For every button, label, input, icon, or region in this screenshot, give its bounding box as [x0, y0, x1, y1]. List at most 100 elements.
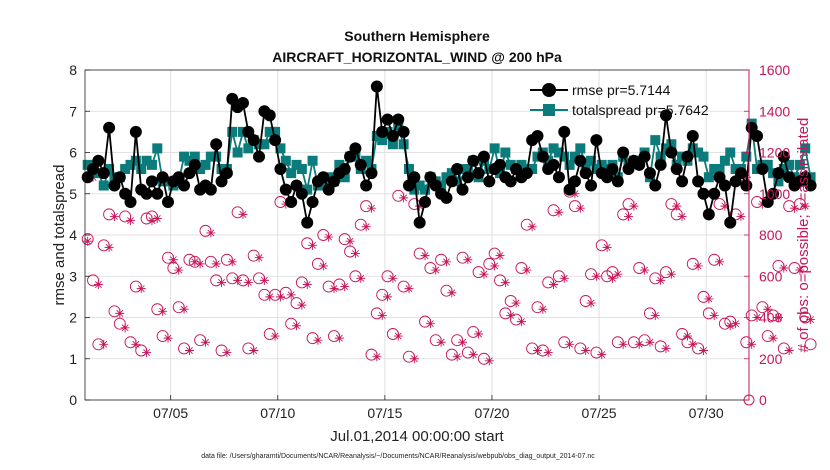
obs-assimilated-point	[698, 346, 708, 355]
totalspread-point	[741, 151, 752, 162]
obs-assimilated-point	[227, 257, 237, 267]
rmse-point	[568, 175, 581, 188]
obs-assimilated-point	[168, 255, 178, 265]
obs-assimilated-point	[195, 259, 205, 269]
totalspread-point	[120, 164, 131, 174]
obs-possible-point	[804, 338, 817, 351]
totalspread-point	[773, 176, 784, 187]
obs-assimilated-point	[83, 236, 93, 246]
rmse-point	[349, 142, 362, 155]
totalspread-point	[725, 147, 736, 158]
rmse-point	[445, 175, 458, 188]
y-left-tick-label: 8	[69, 62, 77, 78]
obs-assimilated-point	[120, 323, 130, 333]
obs-assimilated-point	[565, 339, 575, 349]
obs-assimilated-point	[109, 211, 119, 221]
obs-assimilated-point	[624, 211, 634, 221]
obs-assimilated-point	[275, 292, 285, 302]
obs-assimilated-point	[650, 310, 660, 320]
y-right-tick-label: 0	[759, 392, 767, 408]
totalspread-point	[693, 147, 704, 158]
totalspread-point	[784, 159, 795, 170]
rmse-point	[494, 158, 506, 171]
rmse-point	[354, 158, 367, 171]
rmse-point	[665, 146, 678, 159]
obs-assimilated-point	[586, 298, 596, 308]
obs-assimilated-point	[693, 261, 703, 271]
totalspread-point	[709, 164, 720, 174]
totalspread-point	[505, 159, 516, 170]
rmse-point	[531, 130, 544, 142]
y-axis-right: 0 200 400 600 800 1000 1200 1400 1600	[744, 62, 790, 408]
obs-assimilated-point	[447, 288, 457, 298]
rmse-point	[456, 183, 469, 196]
totalspread-point	[189, 151, 200, 162]
rmse-point	[461, 171, 474, 184]
rmse-point	[386, 130, 399, 142]
rmse-point	[124, 196, 137, 208]
totalspread-point	[591, 164, 602, 174]
totalspread-point	[462, 164, 473, 174]
obs-assimilated-point	[500, 277, 510, 287]
obs-assimilated-point	[677, 211, 687, 221]
obs-assimilated-point	[731, 319, 741, 329]
rmse-point	[734, 167, 747, 180]
totalspread-point	[403, 164, 414, 174]
totalspread-point	[130, 155, 141, 166]
rmse-point	[162, 196, 174, 208]
totalspread-point	[259, 139, 270, 150]
y-left-tick-label: 5	[69, 186, 77, 202]
obs-assimilated-point	[629, 201, 639, 211]
totalspread-point	[125, 159, 136, 170]
rmse-point	[477, 150, 490, 163]
obs-assimilated-point	[784, 346, 794, 355]
obs-assimilated-point	[243, 277, 253, 287]
obs-assimilated-point	[597, 350, 607, 360]
rmse-point	[338, 163, 351, 175]
obs-assimilated-point	[388, 273, 398, 283]
rmse-point	[279, 183, 292, 196]
obs-assimilated-point	[238, 209, 248, 219]
rmse-point	[419, 196, 432, 208]
rmse-point	[301, 216, 314, 229]
rmse-point	[392, 113, 405, 126]
totalspread-point	[296, 164, 307, 174]
rmse-point	[617, 146, 630, 159]
obs-assimilated-point	[206, 228, 216, 238]
totalspread-point	[564, 159, 575, 170]
obs-assimilated-point	[425, 319, 435, 329]
obs-assimilated-point	[292, 321, 302, 331]
obs-assimilated-point	[286, 290, 296, 300]
obs-assimilated-point	[725, 321, 735, 331]
totalspread-point	[543, 155, 554, 166]
rmse-point	[740, 179, 753, 192]
obs-assimilated-point	[131, 339, 141, 349]
totalspread-point	[548, 143, 559, 154]
obs-assimilated-point	[409, 354, 419, 364]
rmse-point	[365, 167, 378, 180]
rmse-point	[686, 130, 699, 142]
x-axis: 07/05 07/10 07/15 07/20 07/25 07/30	[153, 395, 724, 421]
obs-assimilated-point	[383, 292, 393, 302]
rmse-point	[376, 125, 389, 138]
rmse-point	[140, 187, 153, 200]
totalspread-point	[687, 143, 698, 154]
obs-assimilated-point	[174, 265, 184, 275]
obs-assimilated-point	[752, 313, 762, 322]
legend-totalspread-marker	[543, 104, 555, 116]
totalspread-point	[211, 151, 222, 162]
rmse-point	[558, 125, 571, 138]
obs-assimilated-point	[506, 310, 516, 320]
totalspread-point	[339, 172, 350, 183]
totalspread-point	[495, 168, 505, 179]
obs-assimilated-point	[559, 273, 569, 283]
totalspread-point	[361, 155, 372, 166]
obs-assimilated-point	[404, 284, 414, 294]
totalspread-point	[398, 139, 409, 150]
x-tick-label: 07/15	[367, 405, 402, 421]
totalspread-point	[800, 143, 811, 154]
obs-assimilated-point	[634, 339, 644, 349]
obs-assimilated-point	[142, 348, 152, 358]
obs-assimilated-point	[329, 284, 339, 294]
